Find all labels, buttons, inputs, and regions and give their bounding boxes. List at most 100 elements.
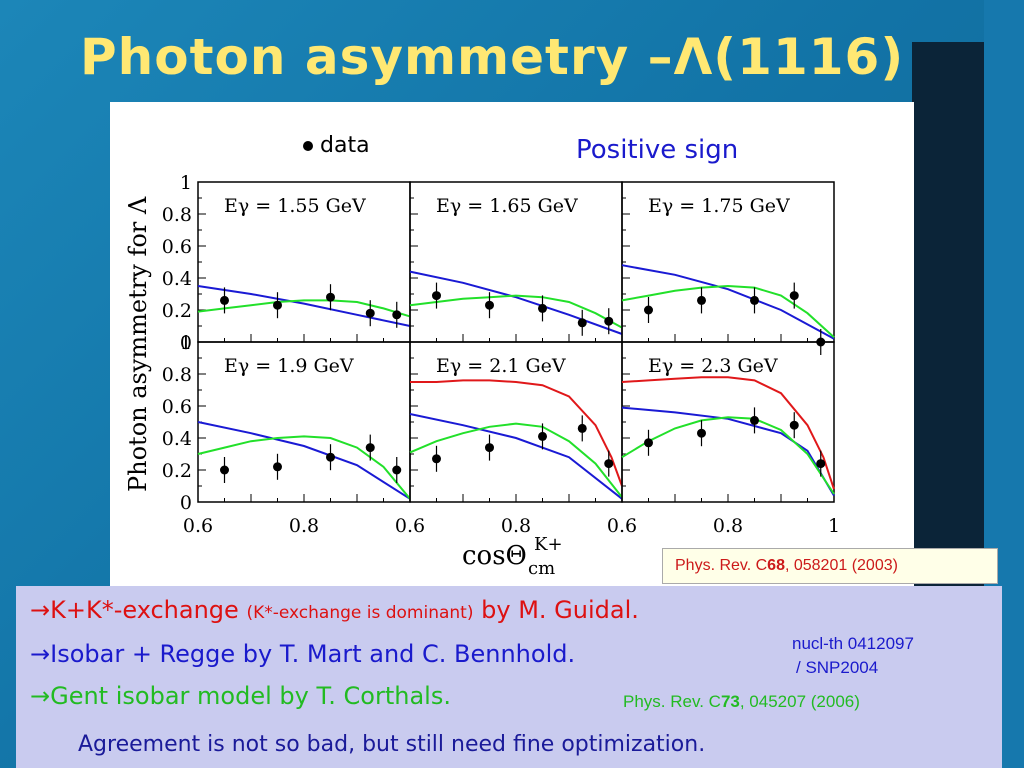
y-tick-label: 1 [180, 332, 192, 354]
data-point [365, 308, 375, 318]
data-point [644, 305, 653, 315]
data-point [697, 428, 706, 438]
data-point [392, 310, 402, 320]
data-point [789, 420, 799, 430]
data-point [326, 452, 335, 462]
data-point [273, 462, 282, 472]
data-point [220, 465, 229, 475]
y-tick-label: 0.2 [162, 460, 192, 482]
data-point [577, 318, 587, 328]
panel-1: Eγ = 1.55 GeV 0 0.2 0.4 0.6 0.8 1 [162, 172, 411, 354]
x-tick-label: 0.8 [289, 515, 319, 537]
data-point [816, 459, 826, 469]
slide-title: Photon asymmetry –Λ(1116) [80, 28, 905, 86]
data-point [697, 295, 706, 305]
red-model-curve [621, 376, 835, 490]
asymmetry-chart: data Positive sign Photon asymmetry for … [124, 133, 840, 579]
note-3-ref-volume: 73 [720, 692, 740, 711]
panel-label: Eγ = 2.3 GeV [648, 355, 778, 377]
data-point [392, 465, 402, 475]
y-tick-label: 0.6 [162, 396, 192, 418]
data-point [750, 415, 759, 425]
panel-4: Eγ = 1.9 GeV 0 0.2 0.4 0.6 0.8 1 [162, 332, 411, 514]
blue-model-curve [409, 270, 623, 335]
x-tick-label: 0.8 [713, 515, 743, 537]
y-tick-label: 0.2 [162, 300, 192, 322]
note-line-1: →K+K*-exchange (K*-exchange is dominant)… [30, 596, 639, 624]
ref-prefix: Phys. Rev. C [675, 557, 768, 574]
blue-model-curve [409, 413, 623, 500]
note-2-ref-a: nucl-th 0412097 [792, 634, 914, 653]
panel-6: Eγ = 2.3 GeV [621, 341, 835, 503]
panel-label: Eγ = 1.55 GeV [224, 195, 366, 217]
data-point [604, 316, 614, 326]
y-tick-label: 0.4 [162, 268, 192, 290]
data-point [538, 303, 547, 313]
y-tick-label: 0.6 [162, 236, 192, 258]
sign-note: Positive sign [576, 135, 738, 165]
reference-box: Phys. Rev. C68, 058201 (2003) [662, 548, 998, 584]
x-axis-label-main: cosΘ [462, 541, 527, 571]
data-point [326, 292, 335, 302]
note-line-3: →Gent isobar model by T. Corthals. [30, 682, 451, 710]
y-tick-label: 1 [180, 172, 192, 194]
notes-panel: →K+K*-exchange (K*-exchange is dominant)… [16, 586, 1002, 768]
panel-label: Eγ = 1.9 GeV [224, 355, 354, 377]
green-model-curve [621, 284, 835, 338]
data-point [485, 300, 494, 310]
panel-label: Eγ = 1.75 GeV [648, 195, 790, 217]
x-axis-label: cosΘ [462, 541, 527, 571]
data-point [750, 295, 759, 305]
y-tick-label: 0 [180, 492, 192, 514]
data-point [789, 291, 799, 301]
green-model-curve [409, 294, 623, 329]
conclusion-text: Agreement is not so bad, but still need … [78, 732, 706, 757]
panel-label: Eγ = 2.1 GeV [436, 355, 566, 377]
x-tick-label: 0.6 [607, 515, 637, 537]
green-model-curve [197, 299, 411, 318]
data-point [577, 423, 587, 433]
note-3-ref-prefix: Phys. Rev. C [623, 692, 721, 711]
data-point [365, 443, 375, 453]
note-1-end: by M. Guidal. [481, 596, 639, 624]
blue-model-curve [197, 285, 411, 327]
x-tick-label: 0.6 [395, 515, 425, 537]
legend-data-marker [303, 141, 313, 151]
data-point [432, 454, 441, 464]
red-model-curve [410, 379, 623, 487]
data-point [604, 459, 614, 469]
blue-model-curve [197, 421, 411, 500]
y-tick-label: 0.4 [162, 428, 192, 450]
y-tick-label: 0.8 [162, 204, 192, 226]
green-model-curve [197, 435, 411, 500]
data-point [538, 431, 547, 441]
panel-group: Eγ = 1.55 GeV 0 0.2 0.4 0.6 0.8 1 Eγ = 1.65 GeV… [162, 172, 835, 514]
panel-5: Eγ = 2.1 GeV [409, 341, 623, 503]
data-point [220, 295, 229, 305]
figure-panel: data Positive sign Photon asymmetry for … [110, 102, 914, 588]
panel-2: Eγ = 1.65 GeV [409, 181, 623, 343]
panel-label: Eγ = 1.65 GeV [436, 195, 578, 217]
green-model-curve [409, 422, 623, 498]
y-tick-label: 0 [180, 332, 192, 354]
note-3-ref-rest: , 045207 (2006) [739, 692, 860, 711]
x-axis-label-sup: K+ [534, 534, 563, 555]
ref-volume: 68 [767, 557, 785, 574]
green-model-curve [621, 416, 835, 495]
data-point [273, 300, 282, 310]
x-axis-label-sub: cm [528, 558, 555, 579]
legend-data-label: data [320, 133, 370, 158]
blue-model-curve [621, 264, 835, 340]
note-1-small: (K*-exchange is dominant) [246, 603, 474, 623]
note-1-main: →K+K*-exchange [30, 596, 239, 624]
x-tick-label: 0.8 [501, 515, 531, 537]
data-point [485, 443, 494, 453]
data-point [644, 438, 653, 448]
y-tick-label: 0.8 [162, 364, 192, 386]
x-tick-label: 1 [828, 515, 840, 537]
x-tick-labels: 0.6 0.8 0.6 0.8 0.6 0.8 1 [183, 515, 840, 537]
data-point [432, 291, 441, 301]
note-3-ref: Phys. Rev. C73, 045207 (2006) [623, 692, 860, 712]
note-2-ref-b: / SNP2004 [796, 658, 879, 677]
note-line-2: →Isobar + Regge by T. Mart and C. Bennho… [30, 640, 576, 668]
